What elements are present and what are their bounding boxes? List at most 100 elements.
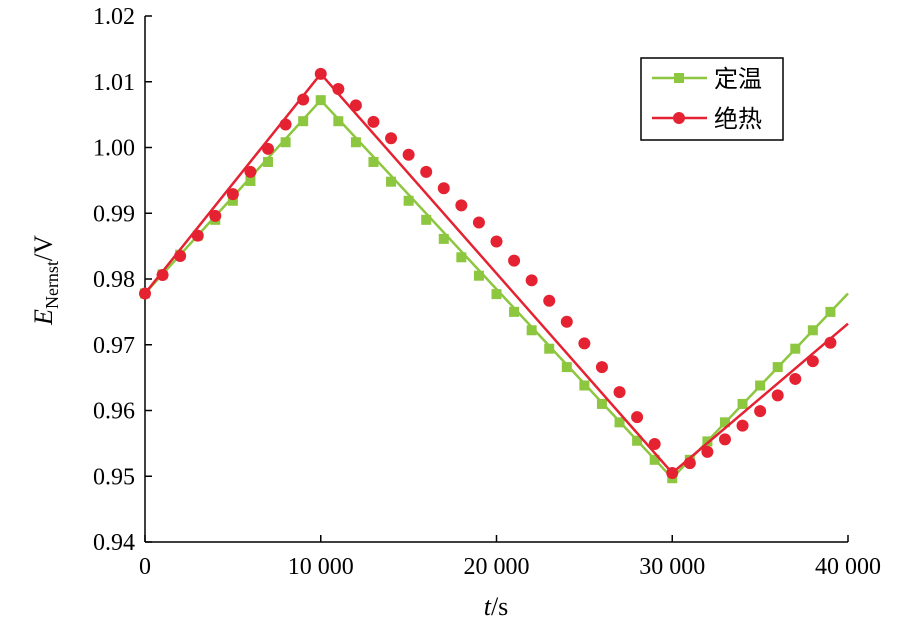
legend: 定温 绝热	[640, 57, 784, 141]
data-point	[579, 380, 590, 391]
data-point	[226, 188, 239, 201]
y-tick-label: 1.00	[93, 136, 135, 162]
data-point	[280, 137, 291, 148]
data-point	[543, 294, 556, 307]
data-point	[525, 274, 538, 287]
data-point	[456, 252, 467, 263]
series	[139, 67, 849, 484]
data-point	[315, 95, 326, 106]
y-tick-label: 0.97	[93, 333, 135, 359]
x-tick-label: 0	[139, 554, 151, 580]
x-tick-label: 40 000	[815, 554, 881, 580]
legend-label-series-1: 绝热	[714, 105, 762, 133]
data-point	[683, 457, 696, 470]
data-point	[614, 417, 625, 428]
data-point	[420, 165, 433, 178]
data-point	[245, 176, 256, 187]
data-point	[701, 445, 714, 458]
data-point	[473, 270, 484, 281]
data-point	[755, 380, 766, 391]
data-point	[227, 195, 238, 206]
y-tick-label: 0.99	[93, 201, 135, 227]
ticks: 0 10 000 20 000 30 000 40 000 0.94 0.95 0.96 0.9…	[93, 4, 881, 580]
data-point	[772, 362, 783, 373]
data-point	[403, 195, 414, 206]
data-point	[649, 454, 660, 465]
y-tick-label: 1.01	[93, 70, 135, 96]
data-point	[544, 343, 555, 354]
data-point	[438, 233, 449, 244]
data-point	[736, 419, 749, 432]
data-point	[754, 405, 767, 418]
x-axis-label: t/s	[484, 592, 509, 621]
data-point	[472, 216, 485, 229]
y-axis-label: ENernst/V	[29, 235, 62, 326]
legend-label-series-0: 定温	[714, 65, 762, 93]
series-line-1	[144, 71, 849, 475]
x-axis-label-unit: /s	[491, 592, 508, 621]
data-point	[790, 343, 801, 354]
x-tick-label: 20 000	[464, 554, 530, 580]
data-point	[402, 148, 415, 161]
data-point	[771, 389, 784, 402]
data-point	[437, 182, 450, 195]
x-tick-label: 30 000	[639, 554, 705, 580]
data-point	[491, 289, 502, 300]
data-point	[702, 436, 713, 447]
data-point	[648, 438, 661, 451]
y-axis-label-subscript: Nernst	[42, 261, 62, 309]
data-point	[455, 199, 468, 212]
y-axis-label-main: E	[29, 309, 58, 326]
data-point	[174, 249, 187, 262]
legend-item-series-1: 绝热	[652, 105, 762, 133]
data-point	[350, 137, 361, 148]
data-point	[367, 115, 380, 128]
data-point	[368, 156, 379, 167]
legend-marker-series-0	[674, 73, 684, 83]
data-point	[561, 362, 572, 373]
y-tick-label: 0.96	[93, 399, 135, 425]
legend-marker-series-1	[673, 112, 685, 124]
data-point	[737, 398, 748, 409]
legend-item-series-0: 定温	[652, 65, 762, 93]
data-point	[789, 372, 802, 385]
data-point	[613, 386, 626, 399]
data-point	[244, 165, 257, 178]
data-point	[298, 116, 309, 127]
data-point	[263, 156, 274, 167]
data-point	[262, 142, 275, 155]
legend-box	[640, 57, 784, 141]
data-point	[209, 209, 222, 222]
data-point	[632, 435, 643, 446]
data-point	[509, 306, 520, 317]
y-tick-label: 0.98	[93, 267, 135, 293]
data-point	[349, 99, 362, 112]
y-tick-label: 0.95	[93, 464, 135, 490]
data-point	[333, 116, 344, 127]
data-point	[824, 336, 837, 349]
data-point	[332, 82, 345, 95]
data-point	[806, 355, 819, 368]
data-point	[139, 287, 151, 300]
data-point	[421, 214, 432, 225]
data-point	[490, 235, 503, 248]
data-point	[578, 337, 591, 350]
data-point	[385, 132, 398, 145]
data-point	[314, 67, 327, 80]
y-axis-label-unit: /V	[29, 235, 58, 261]
series-1	[139, 67, 849, 479]
y-tick-label: 0.94	[93, 530, 135, 556]
data-point	[666, 466, 679, 479]
data-point	[560, 315, 573, 328]
data-point	[596, 398, 607, 409]
data-point	[526, 325, 537, 336]
data-point	[595, 361, 608, 374]
data-point	[156, 269, 169, 282]
x-axis-label-main: t	[484, 592, 492, 621]
data-point	[279, 118, 292, 131]
data-point	[718, 433, 731, 446]
data-point	[386, 176, 397, 187]
data-point	[191, 229, 204, 242]
